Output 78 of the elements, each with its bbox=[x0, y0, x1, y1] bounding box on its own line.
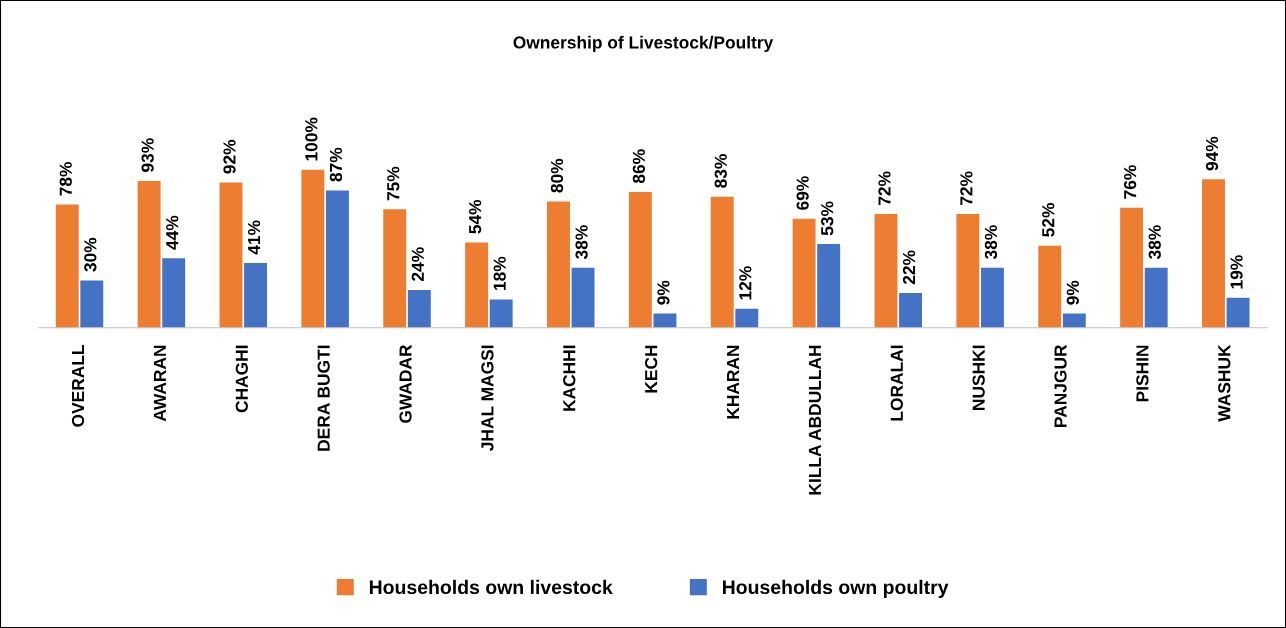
data-label: 30% bbox=[84, 237, 97, 272]
data-label: 92% bbox=[223, 139, 236, 174]
data-label: 72% bbox=[960, 171, 973, 205]
bar bbox=[162, 258, 186, 328]
data-label: 24% bbox=[411, 247, 424, 281]
bar bbox=[710, 196, 734, 328]
x-tick-label: KHARAN bbox=[727, 345, 740, 419]
data-label: 83% bbox=[714, 154, 727, 188]
bar bbox=[219, 182, 243, 328]
bar bbox=[244, 263, 268, 328]
data-label: 38% bbox=[984, 225, 998, 260]
data-label: 41% bbox=[247, 220, 261, 255]
x-tick-label: NUSHKI bbox=[972, 345, 985, 410]
data-label: 75% bbox=[387, 166, 400, 201]
bar bbox=[325, 190, 349, 328]
data-label: 100% bbox=[305, 117, 318, 161]
data-label: 18% bbox=[493, 256, 506, 290]
data-label: 38% bbox=[1148, 225, 1161, 260]
data-label: 9% bbox=[657, 280, 670, 305]
data-label: 78% bbox=[59, 161, 72, 196]
bar bbox=[628, 191, 652, 328]
bar bbox=[1226, 297, 1250, 328]
bar bbox=[489, 299, 513, 328]
x-tick-label: KECH bbox=[645, 345, 658, 393]
data-label: 9% bbox=[1066, 280, 1079, 305]
bar bbox=[383, 209, 407, 328]
bar bbox=[571, 267, 595, 328]
bar bbox=[1120, 207, 1144, 328]
data-label: 76% bbox=[1123, 165, 1137, 199]
x-tick-label: DERA BUGTI bbox=[317, 345, 330, 451]
x-tick-label: CHAGHI bbox=[235, 345, 248, 413]
data-label: 86% bbox=[632, 149, 646, 184]
bar bbox=[956, 214, 980, 328]
data-label: 12% bbox=[739, 266, 752, 300]
legend-label: Households own poultry bbox=[722, 579, 949, 598]
data-label: 72% bbox=[878, 171, 891, 205]
x-tick-label: LORALAI bbox=[890, 345, 903, 421]
data-label: 87% bbox=[329, 147, 343, 182]
x-tick-label: OVERALL bbox=[71, 345, 85, 427]
data-label: 22% bbox=[902, 250, 916, 285]
x-tick-label: AWARAN bbox=[153, 345, 166, 422]
x-tick-label: JHAL MAGSI bbox=[481, 345, 494, 451]
bar bbox=[874, 214, 898, 328]
bar bbox=[1062, 313, 1086, 328]
chart-title: Ownership of Livestock/Poultry bbox=[513, 35, 774, 53]
x-tick-label: PANJGUR bbox=[1054, 344, 1067, 427]
data-label: 52% bbox=[1042, 203, 1055, 237]
bar bbox=[653, 313, 677, 328]
data-label: 19% bbox=[1230, 255, 1243, 289]
bar bbox=[547, 201, 570, 328]
data-label: 94% bbox=[1205, 136, 1219, 171]
bar bbox=[792, 218, 816, 328]
x-tick-label: KACHHI bbox=[563, 345, 576, 411]
bar bbox=[1202, 179, 1225, 328]
data-label: 93% bbox=[141, 138, 154, 172]
bar bbox=[80, 280, 104, 328]
x-tick-label: KILLA ABDULLAH bbox=[808, 345, 822, 495]
bar bbox=[817, 244, 841, 328]
x-tick-label: WASHUK bbox=[1218, 344, 1231, 422]
bar bbox=[899, 293, 923, 328]
bar bbox=[407, 289, 431, 328]
data-label: 69% bbox=[796, 176, 809, 210]
bar bbox=[301, 169, 325, 328]
data-label: 54% bbox=[469, 199, 482, 234]
bar bbox=[137, 180, 161, 328]
x-tick-label: PISHIN bbox=[1136, 345, 1149, 402]
bar bbox=[1038, 245, 1062, 328]
bar bbox=[465, 242, 489, 328]
bar bbox=[55, 204, 79, 328]
bar bbox=[1144, 267, 1168, 328]
legend-label: Households own livestock bbox=[369, 579, 613, 595]
data-label: 53% bbox=[821, 201, 834, 236]
bar bbox=[735, 308, 759, 328]
data-label: 80% bbox=[550, 158, 564, 193]
data-label: 44% bbox=[166, 215, 179, 250]
bar bbox=[980, 267, 1004, 328]
data-label: 38% bbox=[575, 225, 588, 260]
x-tick-label: GWADAR bbox=[399, 344, 412, 423]
